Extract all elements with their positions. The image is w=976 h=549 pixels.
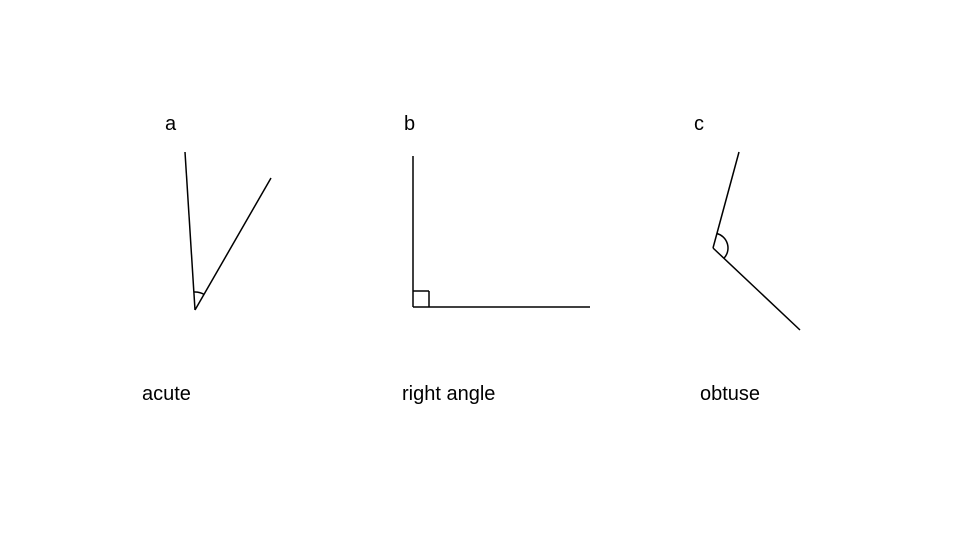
acute-caption: acute (142, 383, 191, 405)
acute-ray-1 (185, 152, 195, 310)
acute-angle-arc (194, 292, 204, 294)
obtuse-caption: obtuse (700, 383, 760, 405)
obtuse-letter-label: c (694, 113, 704, 135)
right-letter-label: b (404, 113, 415, 135)
acute-letter-label: a (165, 113, 177, 135)
right-caption: right angle (402, 383, 495, 405)
figure-obtuse: c obtuse (694, 113, 800, 405)
figure-acute: a acute (142, 113, 271, 405)
acute-ray-2 (195, 178, 271, 310)
obtuse-ray-2 (713, 248, 800, 330)
obtuse-angle-arc (717, 234, 728, 259)
figure-right: b right angle (402, 113, 590, 405)
